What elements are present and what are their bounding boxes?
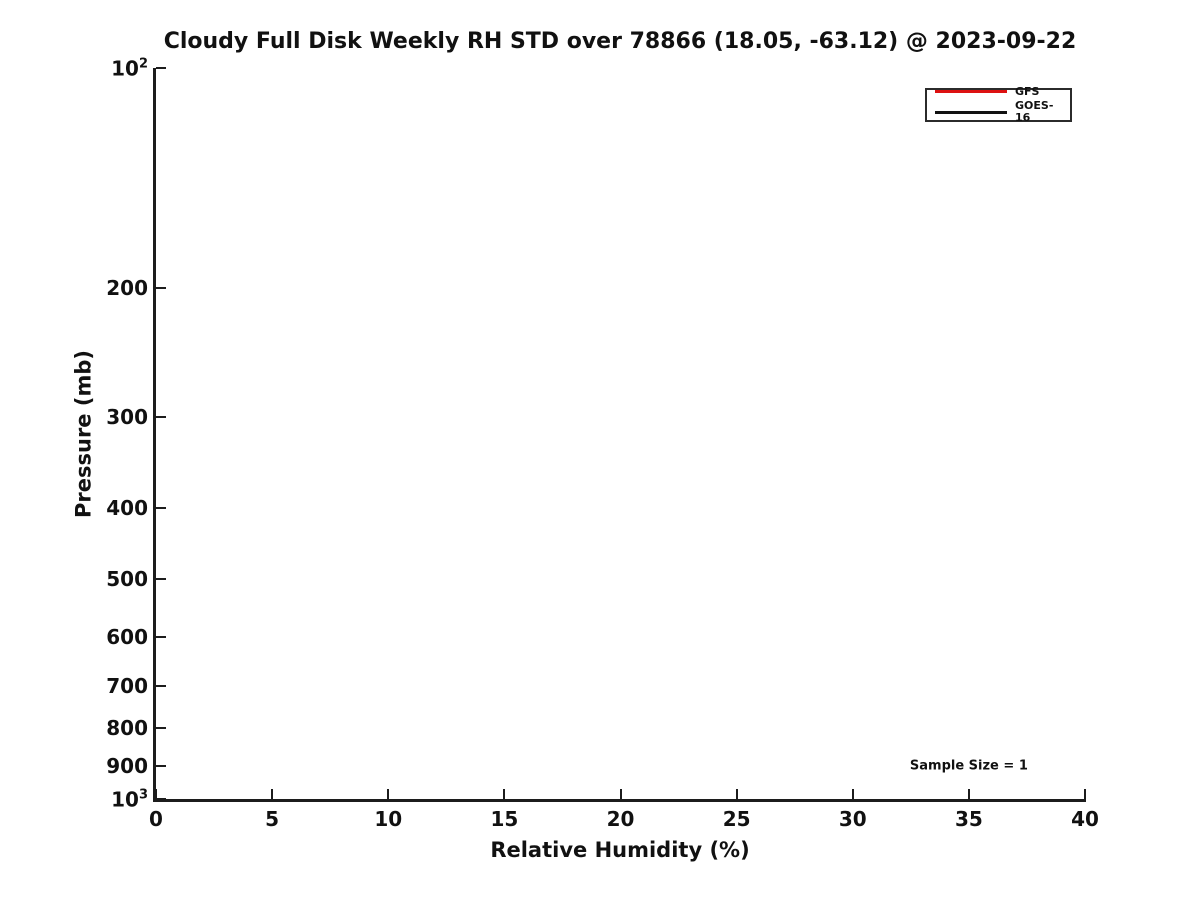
y-tick-mark (156, 684, 166, 687)
y-tick-label: 102 (111, 56, 148, 81)
x-tick-label: 0 (149, 807, 163, 831)
x-tick-label: 20 (606, 807, 635, 831)
y-tick-label: 200 (106, 276, 148, 301)
y-tick-label: 300 (106, 404, 148, 429)
x-tick-mark (1084, 789, 1086, 799)
legend-label-gfs: GFS (1015, 84, 1040, 98)
x-tick-mark (967, 789, 970, 799)
x-tick-label: 15 (490, 807, 519, 831)
goes16-line-swatch (935, 110, 1007, 114)
y-tick-label: 400 (106, 496, 148, 521)
y-tick-label: 600 (106, 624, 148, 649)
y-tick-mark (156, 287, 166, 290)
x-tick-label: 30 (838, 807, 867, 831)
y-tick-label: 700 (106, 673, 148, 698)
x-tick-mark (155, 789, 157, 799)
y-tick-mark (156, 507, 166, 510)
legend-label-goes16: GOES-16 (1015, 98, 1054, 125)
x-tick-mark (387, 789, 390, 799)
y-tick-label: 900 (106, 753, 148, 778)
x-tick-mark (735, 789, 738, 799)
x-tick-mark (619, 789, 622, 799)
x-tick-mark (503, 789, 506, 799)
y-tick-mark (156, 67, 166, 69)
y-tick-mark (156, 577, 166, 580)
x-axis-label: Relative Humidity (%) (490, 838, 750, 862)
y-axis-spine (153, 68, 156, 802)
y-tick-mark (156, 727, 166, 730)
gfs-line-swatch (935, 90, 1007, 94)
x-axis-spine (153, 799, 1086, 802)
y-axis-label: Pressure (mb) (71, 350, 96, 518)
y-tick-mark (156, 798, 166, 800)
y-tick-mark (156, 635, 166, 638)
x-tick-label: 25 (722, 807, 751, 831)
y-tick-label: 800 (106, 716, 148, 741)
x-tick-label: 5 (265, 807, 280, 831)
x-tick-mark (271, 789, 274, 799)
chart-title: Cloudy Full Disk Weekly RH STD over 7886… (163, 29, 1077, 54)
legend-entry-goes16: GOES-16 (935, 98, 1062, 125)
y-tick-mark (156, 415, 166, 418)
x-tick-label: 35 (954, 807, 983, 831)
y-tick-label: 500 (106, 566, 148, 591)
legend-entry-gfs: GFS (935, 84, 1062, 98)
x-tick-label: 40 (1071, 807, 1099, 831)
sample-size-annotation: Sample Size = 1 (909, 758, 1028, 774)
legend: GFS GOES-16 (925, 84, 1072, 125)
y-tick-mark (156, 764, 166, 767)
x-tick-mark (851, 789, 854, 799)
x-tick-label: 10 (374, 807, 403, 831)
y-tick-label: 103 (111, 787, 148, 812)
